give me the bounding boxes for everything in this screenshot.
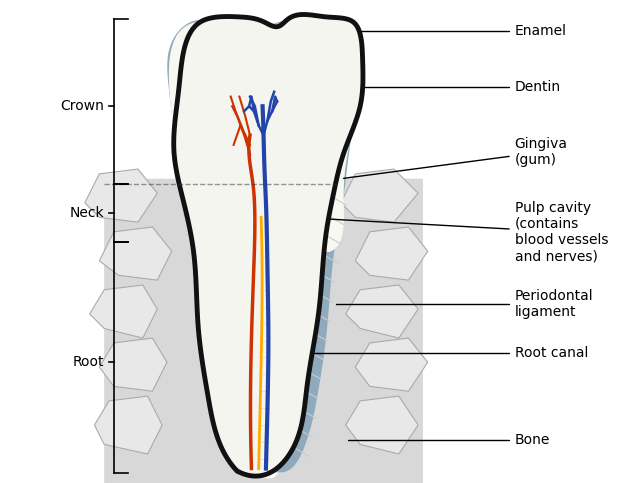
Polygon shape [174, 14, 363, 476]
Polygon shape [219, 146, 310, 470]
Text: Pulp cavity
(contains
blood vessels
and nerves): Pulp cavity (contains blood vessels and … [300, 200, 608, 263]
Polygon shape [89, 285, 158, 338]
Polygon shape [168, 21, 359, 472]
Polygon shape [99, 338, 167, 391]
Text: Crown: Crown [60, 99, 104, 113]
Text: Root: Root [73, 355, 104, 369]
Text: Root canal: Root canal [310, 346, 588, 359]
Text: Bone: Bone [349, 433, 550, 446]
Polygon shape [356, 338, 428, 391]
Text: Dentin: Dentin [349, 80, 561, 94]
Polygon shape [104, 179, 423, 483]
Text: Enamel: Enamel [343, 25, 566, 38]
Polygon shape [346, 285, 418, 338]
Polygon shape [95, 396, 162, 454]
Polygon shape [341, 169, 418, 222]
Text: Periodontal
ligament: Periodontal ligament [336, 289, 593, 319]
Text: Neck: Neck [69, 206, 104, 219]
Text: Gingiva
(gum): Gingiva (gum) [343, 137, 568, 178]
Polygon shape [346, 396, 418, 454]
Polygon shape [85, 169, 158, 222]
Polygon shape [99, 227, 172, 280]
Polygon shape [356, 227, 428, 280]
Polygon shape [169, 20, 359, 252]
